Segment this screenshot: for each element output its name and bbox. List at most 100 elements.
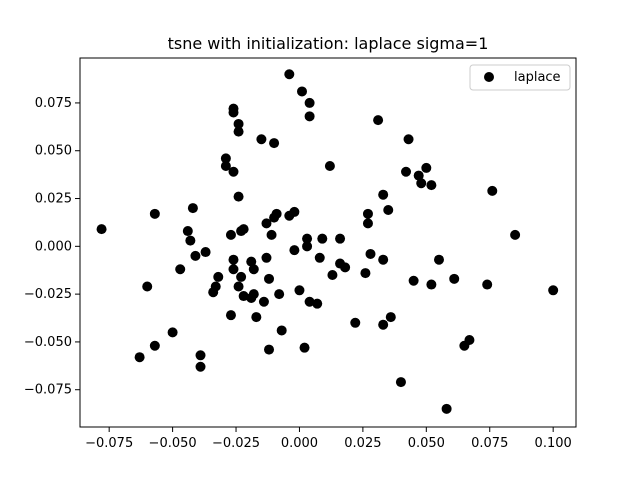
scatter-point [210,281,221,292]
scatter-point [299,342,310,353]
scatter-point [228,264,239,275]
scatter-point [271,208,282,219]
scatter-point [296,86,307,97]
x-tick-label: 0.100 [535,436,572,451]
scatter-point [167,327,178,338]
chart-title: tsne with initialization: laplace sigma=… [168,34,489,53]
scatter-point [304,111,315,122]
scatter-point [433,254,444,265]
scatter-point [324,161,335,172]
x-tick-label: −0.050 [149,436,197,451]
scatter-point [274,289,285,300]
legend-box [469,64,571,91]
scatter-point [312,298,323,309]
scatter-point [228,166,239,177]
scatter-point [378,319,389,330]
scatter-point [233,281,244,292]
scatter-point [302,241,313,252]
scatter-point [304,296,315,307]
scatter-point [317,233,328,244]
scatter-point [416,178,427,189]
scatter-point [261,218,272,229]
scatter-point [510,229,521,240]
scatter-point [395,377,406,388]
x-tick-label: 0.050 [408,436,445,451]
scatter-points [96,69,559,414]
scatter-point [360,268,371,279]
scatter-point [187,203,198,214]
scatter-point [314,252,325,263]
scatter-point [228,254,239,265]
y-tick-label: 0.000 [35,239,72,254]
scatter-point [294,285,305,296]
scatter-point [251,312,262,323]
y-tick-label: −0.050 [24,335,72,350]
legend-marker-laplace [484,72,494,82]
scatter-point [264,344,275,355]
scatter-point [350,317,361,328]
scatter-point [213,271,224,282]
scatter-point [96,224,107,235]
x-tick-label: 0.000 [281,436,318,451]
y-tick-label: −0.025 [24,287,72,302]
scatter-point [246,256,257,267]
scatter-point [289,206,300,217]
scatter-point [238,224,249,235]
scatter-point [195,361,206,372]
scatter-point [134,352,145,363]
scatter-point [487,185,498,196]
legend: laplace [469,64,571,91]
scatter-point [365,248,376,259]
scatter-point [142,281,153,292]
scatter-point [269,138,280,149]
scatter-point [362,208,373,219]
scatter-point [385,312,396,323]
x-tick-label: 0.075 [471,436,508,451]
x-tick-label: −0.075 [85,436,133,451]
scatter-point [378,254,389,265]
scatter-point [264,273,275,284]
scatter-point [220,153,231,164]
scatter-point [421,162,432,173]
scatter-point [220,161,231,172]
scatter-point [383,204,394,215]
scatter-point [401,166,412,177]
scatter-point [464,335,475,346]
scatter-point [228,107,239,118]
scatter-point [236,271,247,282]
scatter-point [302,233,313,244]
x-tick-label: −0.025 [212,436,260,451]
y-tick-label: −0.075 [24,383,72,398]
scatter-point [449,273,460,284]
scatter-point [408,275,419,286]
scatter-point [426,180,437,191]
scatter-point [403,134,414,145]
scatter-point [149,208,160,219]
scatter-point [304,97,315,108]
scatter-point [378,189,389,200]
scatter-point [225,229,236,240]
scatter-point [200,247,211,258]
y-axis: −0.075 −0.050 −0.025 0.000 0.025 0.050 0.075 [24,96,80,398]
scatter-point [149,340,160,351]
scatter-point [284,69,295,80]
plot-area-frame [79,57,577,428]
scatter-point [261,252,272,263]
scatter-point [441,403,452,414]
y-tick-label: 0.050 [35,144,72,159]
scatter-point [185,235,196,246]
x-tick-label: 0.025 [344,436,381,451]
scatter-point [238,291,249,302]
scatter-point [175,264,186,275]
scatter-point [256,134,267,145]
scatter-point [233,191,244,202]
scatter-point [426,279,437,290]
scatter-point [233,126,244,137]
legend-label-laplace: laplace [514,70,561,85]
scatter-point [373,115,384,126]
scatter-point [233,118,244,129]
scatter-point [195,350,206,361]
y-tick-label: 0.075 [35,96,72,111]
scatter-point [548,285,559,296]
